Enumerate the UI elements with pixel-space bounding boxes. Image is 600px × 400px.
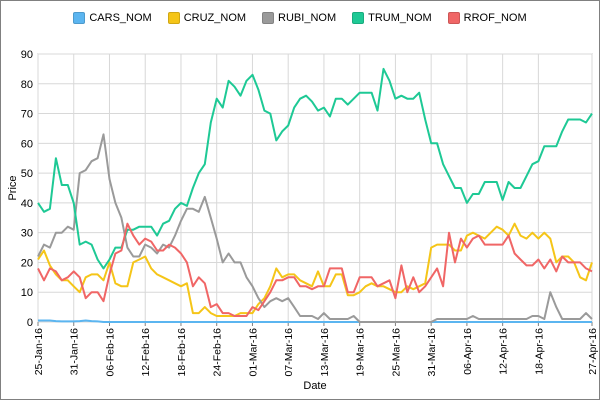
x-tick-label: 01-Mar-16 <box>247 328 259 377</box>
x-tick-label: 25-Jan-16 <box>33 328 45 375</box>
y-tick-label: 0 <box>27 317 33 329</box>
x-tick-label: 31-Jan-16 <box>69 328 81 375</box>
x-tick-label: 06-Feb-16 <box>104 328 116 377</box>
legend-swatch <box>73 12 86 24</box>
x-tick-label: 25-Mar-16 <box>390 328 402 377</box>
x-axis-title: Date <box>303 380 326 392</box>
y-axis-title: Price <box>7 175 19 200</box>
x-tick-label: 12-Feb-16 <box>140 328 152 377</box>
series-line-rrof-nom <box>37 222 593 317</box>
x-tick-label: 07-Mar-16 <box>283 328 295 377</box>
x-tick-label: 06-Apr-16 <box>462 328 474 375</box>
x-tick-label: 13-Mar-16 <box>319 328 331 377</box>
x-tick-label: 12-Apr-16 <box>498 328 510 375</box>
y-tick-label: 60 <box>21 138 33 150</box>
legend-swatch <box>167 12 180 24</box>
y-tick-label: 40 <box>21 198 33 210</box>
x-tick-label: 24-Feb-16 <box>212 328 224 377</box>
legend-swatch <box>352 12 365 24</box>
legend-swatch <box>447 12 460 24</box>
x-tick-label: 18-Feb-16 <box>176 328 188 377</box>
y-tick-label: 30 <box>21 228 33 240</box>
x-tick-label: 18-Apr-16 <box>533 328 545 375</box>
legend-label: CARS_NOM <box>89 12 152 24</box>
series-line-cruz-nom <box>37 222 593 317</box>
x-tick-label: 27-Apr-16 <box>587 328 599 375</box>
legend-item-rubi-nom[interactable]: RUBI_NOM <box>262 12 336 24</box>
legend-item-trum-nom[interactable]: TRUM_NOM <box>352 12 432 24</box>
legend-item-rrof-nom[interactable]: RROF_NOM <box>447 12 527 24</box>
y-tick-label: 70 <box>21 109 33 121</box>
legend-swatch <box>262 12 275 24</box>
chart-legend: CARS_NOM CRUZ_NOM RUBI_NOM TRUM_NOM RROF_NOM <box>0 6 600 30</box>
legend-label: RUBI_NOM <box>278 12 337 24</box>
y-tick-label: 20 <box>21 257 33 269</box>
x-tick-label: 19-Mar-16 <box>355 328 367 377</box>
y-tick-label: 10 <box>21 287 33 299</box>
series-line-cars-nom <box>38 319 592 323</box>
y-tick-label: 80 <box>21 79 33 91</box>
y-tick-label: 50 <box>21 168 33 180</box>
legend-label: TRUM_NOM <box>368 12 432 24</box>
legend-item-cars-nom[interactable]: CARS_NOM <box>73 12 152 24</box>
x-tick-label: 31-Mar-16 <box>426 328 438 377</box>
plot-area <box>37 53 593 323</box>
legend-label: RROF_NOM <box>463 12 527 24</box>
series-line-rubi-nom <box>37 133 593 323</box>
y-tick-label: 90 <box>21 49 33 61</box>
legend-label: CRUZ_NOM <box>183 12 247 24</box>
legend-item-cruz-nom[interactable]: CRUZ_NOM <box>167 12 247 24</box>
